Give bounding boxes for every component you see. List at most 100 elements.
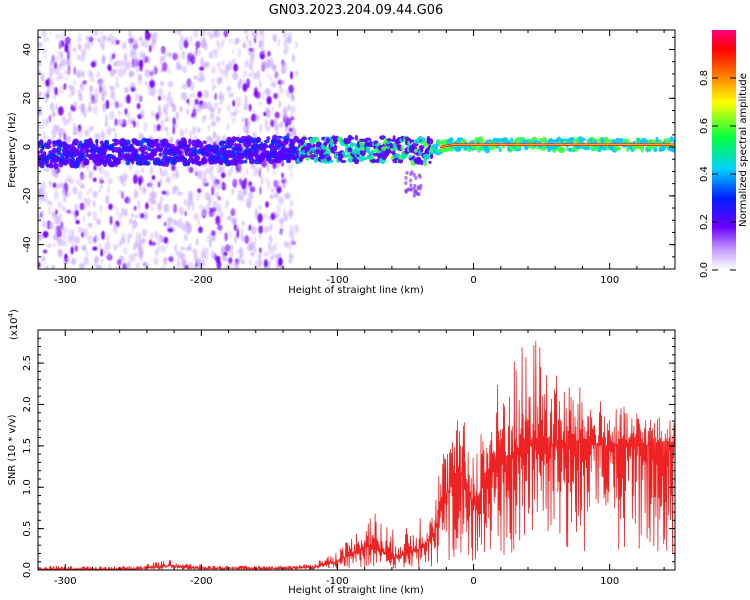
noise-speckle xyxy=(226,85,232,92)
noise-speckle xyxy=(189,35,193,43)
signal-tail-blob xyxy=(409,178,413,183)
signal-tail-blob xyxy=(414,176,418,180)
noise-speckle xyxy=(189,224,192,233)
noise-speckle xyxy=(257,213,263,223)
noise-speckle xyxy=(94,132,99,139)
snr-x-label: Height of straight line (km) xyxy=(288,585,424,596)
noise-speckle xyxy=(180,35,185,43)
noise-speckle xyxy=(166,176,170,183)
signal-tail-blob xyxy=(417,185,421,189)
noise-speckle xyxy=(157,214,162,219)
noise-speckle xyxy=(172,117,176,126)
signal-blob xyxy=(586,146,591,150)
noise-speckle xyxy=(109,92,114,100)
noise-speckle xyxy=(155,230,158,239)
signal-blob xyxy=(457,147,462,152)
signal-tail-blob xyxy=(412,172,416,177)
colorbar-tick-label: 0.0 xyxy=(699,262,710,278)
noise-speckle xyxy=(133,252,138,257)
noise-speckle xyxy=(42,190,47,198)
noise-speckle xyxy=(265,201,269,208)
noise-speckle xyxy=(281,79,285,85)
x-tick-label: -300 xyxy=(54,576,77,587)
noise-speckle xyxy=(108,203,113,210)
noise-speckle xyxy=(260,175,264,186)
noise-speckle xyxy=(172,52,179,61)
noise-speckle xyxy=(254,91,261,99)
noise-speckle xyxy=(133,121,136,128)
noise-speckle xyxy=(111,127,117,132)
signal-tail-blob xyxy=(409,187,413,192)
noise-speckle xyxy=(208,51,214,59)
noise-speckle xyxy=(192,125,196,135)
noise-speckle xyxy=(241,220,245,226)
noise-speckle xyxy=(290,71,293,80)
noise-speckle xyxy=(144,210,148,217)
snr-y-label: SNR (10 * v/v) xyxy=(7,414,18,485)
signal-blob xyxy=(48,162,54,169)
noise-speckle xyxy=(265,63,270,70)
noise-speckle xyxy=(104,121,109,127)
noise-speckle xyxy=(211,78,215,83)
noise-speckle xyxy=(70,246,74,255)
noise-speckle xyxy=(266,72,270,79)
y-tick-label: -40 xyxy=(22,236,33,252)
noise-speckle xyxy=(273,92,278,100)
noise-speckle xyxy=(126,94,131,104)
noise-speckle xyxy=(65,76,69,81)
noise-speckle xyxy=(81,184,86,189)
noise-speckle xyxy=(140,109,145,119)
noise-speckle xyxy=(228,257,233,264)
noise-speckle xyxy=(114,132,117,139)
noise-speckle xyxy=(294,70,299,77)
noise-speckle xyxy=(58,85,65,94)
noise-speckle xyxy=(42,131,47,140)
signal-blob xyxy=(42,151,47,156)
noise-speckle xyxy=(206,234,211,244)
noise-speckle xyxy=(137,199,140,208)
noise-speckle xyxy=(119,102,123,109)
noise-speckle xyxy=(87,211,92,217)
noise-speckle xyxy=(48,114,52,123)
noise-speckle xyxy=(116,206,119,217)
signal-blob xyxy=(238,147,243,152)
noise-speckle xyxy=(246,118,251,129)
noise-speckle xyxy=(197,170,203,180)
noise-speckle xyxy=(270,251,275,260)
noise-speckle xyxy=(253,108,256,115)
noise-speckle xyxy=(93,30,99,37)
noise-speckle xyxy=(63,258,70,265)
noise-speckle xyxy=(126,260,132,269)
noise-speckle xyxy=(103,90,108,96)
signal-blob xyxy=(218,160,223,165)
noise-speckle xyxy=(273,118,278,124)
noise-speckle xyxy=(290,169,293,180)
signal-blob xyxy=(400,145,404,151)
signal-blob xyxy=(547,146,552,153)
noise-speckle xyxy=(178,217,183,228)
signal-tail-blob xyxy=(409,183,413,188)
noise-speckle xyxy=(254,36,257,44)
noise-speckle xyxy=(153,124,157,133)
signal-blob xyxy=(72,138,79,146)
noise-speckle xyxy=(228,92,235,98)
noise-speckle xyxy=(73,101,78,106)
noise-speckle xyxy=(291,105,297,113)
noise-speckle xyxy=(220,60,225,66)
noise-speckle xyxy=(85,190,90,196)
noise-speckle xyxy=(66,59,70,65)
noise-speckle xyxy=(62,231,67,241)
noise-speckle xyxy=(228,38,233,45)
noise-speckle xyxy=(241,79,247,84)
signal-blob xyxy=(430,153,434,160)
noise-speckle xyxy=(46,93,50,99)
snr-x-ticks: -300 -200 -100 0 100 xyxy=(37,330,665,587)
noise-speckle xyxy=(115,39,120,45)
noise-speckle xyxy=(212,131,217,140)
noise-speckle xyxy=(57,49,60,56)
noise-speckle xyxy=(268,241,271,249)
noise-speckle xyxy=(214,211,217,217)
x-tick-label: -100 xyxy=(326,275,349,286)
noise-speckle xyxy=(232,178,238,188)
noise-speckle xyxy=(179,206,184,216)
